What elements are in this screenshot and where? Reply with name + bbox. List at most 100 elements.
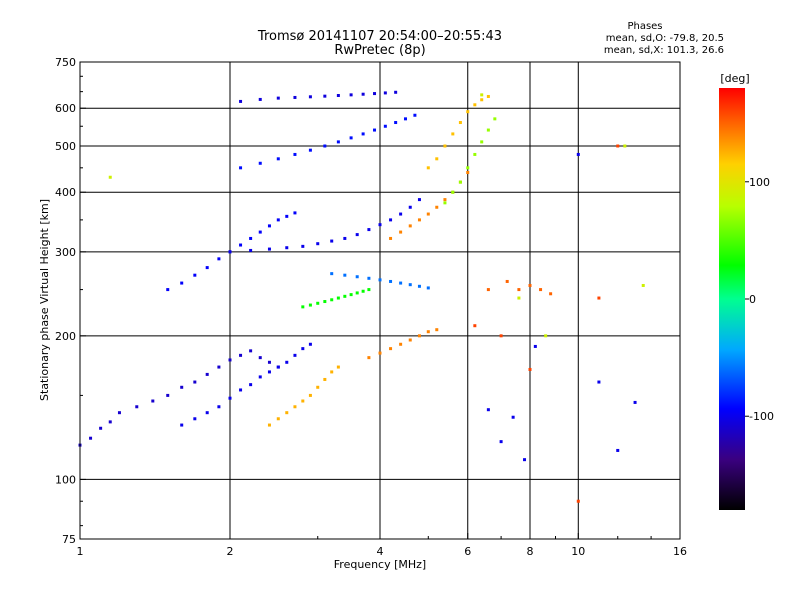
echo-point [166,288,170,292]
echo-point [413,113,417,117]
echo-point [480,140,484,144]
echo-point [276,218,280,222]
echo-point [316,301,320,305]
echo-point [99,426,103,430]
echo-point [217,365,221,369]
echo-point [399,230,403,234]
echo-point [258,230,262,234]
echo-point [549,292,553,296]
echo-point [117,411,121,415]
echo-points [78,90,645,503]
chart-subtitle: RwPretec (8p) [334,43,425,58]
echo-point [355,291,359,295]
echo-point [239,353,243,357]
echo-point [408,205,412,209]
x-tick-label: 16 [673,545,687,558]
echo-point [499,440,503,444]
echo-point [343,236,347,240]
echo-point [389,347,393,351]
echo-point [308,393,312,397]
echo-point [486,128,490,132]
echo-point [135,405,139,409]
echo-point [151,399,155,403]
x-tick-label: 2 [227,545,234,558]
echo-point [258,356,262,360]
echo-point [493,117,497,121]
echo-point [408,338,412,342]
echo-point [373,128,377,132]
echo-point [623,144,627,148]
echo-point [389,218,393,222]
echo-point [228,358,232,362]
echo-point [616,144,620,148]
x-tick-label: 1 [77,545,84,558]
echo-point [285,360,289,364]
echo-point [451,190,455,194]
colorbar-label: [deg] [720,72,749,85]
echo-point [108,175,112,179]
x-tick-label: 4 [377,545,384,558]
echo-point [239,243,243,247]
y-tick-label: 100 [55,473,76,486]
echo-point [249,383,253,387]
echo-point [323,94,327,98]
echo-point [166,393,170,397]
echo-point [486,288,490,292]
echo-point [389,279,393,283]
echo-point [383,91,387,95]
echo-point [276,157,280,161]
echo-point [293,152,297,156]
echo-point [426,212,430,216]
echo-point [180,385,184,389]
echo-point [533,344,537,348]
echo-point [258,97,262,101]
y-tick-label: 300 [55,246,76,259]
echo-point [641,283,645,287]
echo-point [349,136,353,140]
y-tick-label: 600 [55,102,76,115]
echo-point [403,117,407,121]
echo-point [367,356,371,360]
echo-point [361,289,365,293]
echo-point [193,273,197,277]
colorbar-tick-label: 0 [749,293,756,306]
echo-point [301,347,305,351]
echo-point [539,288,543,292]
echo-point [355,275,359,279]
echo-point [349,93,353,97]
echo-point [435,205,439,209]
echo-point [523,458,527,462]
echo-point [330,298,334,302]
echo-point [367,288,371,292]
echo-point [486,94,490,98]
echo-point [258,161,262,165]
echo-point [217,405,221,409]
y-tick-label: 200 [55,330,76,343]
echo-point [480,98,484,102]
echo-point [417,198,421,202]
stats-x-mode: mean, sd,X: 101.3, 26.6 [604,45,724,56]
echo-point [517,288,521,292]
echo-point [544,334,548,338]
echo-point [330,272,334,276]
chart-title: Tromsø 20141107 20:54:00–20:55:43 [257,29,502,44]
y-tick-label: 750 [55,56,76,69]
echo-point [267,423,271,427]
echo-point [349,293,353,297]
echo-point [616,448,620,452]
echo-point [576,152,580,156]
echo-point [276,96,280,100]
echo-point [267,224,271,228]
echo-point [180,423,184,427]
echo-point [228,250,232,254]
echo-point [330,370,334,374]
echo-point [378,223,382,227]
echo-point [383,124,387,128]
echo-point [528,283,532,287]
echo-point [249,236,253,240]
echo-point [361,92,365,96]
echo-point [293,405,297,409]
echo-point [301,244,305,248]
echo-point [517,296,521,300]
